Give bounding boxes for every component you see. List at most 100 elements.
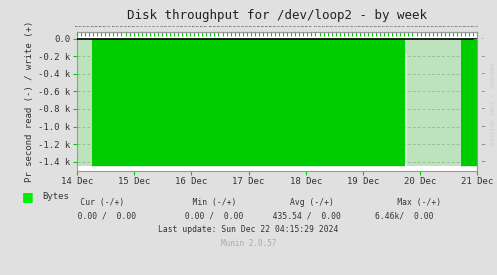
Bar [380, 39, 381, 166]
Bar [303, 39, 304, 166]
Bar [191, 39, 192, 166]
Bar [342, 39, 343, 166]
Bar [248, 39, 249, 166]
Bar [382, 39, 383, 166]
Bar [337, 39, 338, 166]
Bar [294, 39, 295, 166]
Bar [315, 39, 316, 166]
Bar [475, 39, 476, 166]
Bar [436, 39, 437, 166]
Bar [244, 39, 245, 166]
Bar [81, 39, 82, 166]
Bar [226, 39, 227, 166]
Bar [343, 39, 344, 166]
Bar [258, 39, 259, 166]
Bar [340, 39, 341, 166]
Y-axis label: Pr second read (-) / write (+): Pr second read (-) / write (+) [25, 20, 34, 182]
Bar [247, 39, 248, 166]
Bar [366, 39, 367, 166]
Bar [187, 39, 188, 166]
Bar [121, 39, 122, 166]
Bar [140, 39, 141, 166]
Bar [192, 39, 193, 166]
Bar [350, 39, 351, 166]
Bar [173, 39, 174, 166]
Bar [470, 39, 471, 166]
Bar [321, 39, 322, 166]
Bar [431, 39, 432, 166]
Bar [338, 39, 339, 166]
Bar [423, 39, 424, 166]
Bar [231, 39, 232, 166]
Bar [462, 39, 463, 166]
Bar [122, 39, 123, 166]
Bar [86, 39, 87, 166]
Bar [243, 39, 244, 166]
Bar [227, 39, 228, 166]
Bar [271, 39, 272, 166]
Bar [428, 39, 429, 166]
Bar [143, 39, 144, 166]
Bar [211, 39, 212, 166]
Bar [291, 39, 292, 166]
Bar [347, 39, 348, 166]
Bar [313, 39, 314, 166]
Bar [177, 39, 178, 166]
Bar [236, 39, 237, 166]
Bar [324, 39, 325, 166]
Bar [365, 39, 366, 166]
Bar [162, 39, 163, 166]
Bar [401, 39, 402, 166]
Bar [367, 39, 368, 166]
Bar [147, 39, 148, 166]
Bar [188, 39, 189, 166]
Bar [195, 39, 196, 166]
Bar [185, 39, 186, 166]
Bar [415, 39, 416, 166]
Bar [332, 39, 333, 166]
Bar [288, 39, 289, 166]
Bar [413, 39, 414, 166]
Bar [474, 39, 475, 166]
Bar [237, 39, 238, 166]
Bar [379, 39, 380, 166]
Bar [458, 39, 459, 166]
Bar [417, 39, 418, 166]
Bar [304, 39, 305, 166]
Bar [432, 39, 433, 166]
Bar [267, 39, 268, 166]
Text: Cur (-/+)              Min (-/+)           Avg (-/+)             Max (-/+): Cur (-/+) Min (-/+) Avg (-/+) Max (-/+) [56, 198, 441, 207]
Bar [128, 39, 129, 166]
Bar [296, 39, 297, 166]
Bar [264, 39, 265, 166]
Bar [371, 39, 372, 166]
Text: Last update: Sun Dec 22 04:15:29 2024: Last update: Sun Dec 22 04:15:29 2024 [159, 226, 338, 234]
Bar [257, 39, 258, 166]
Bar [414, 39, 415, 166]
Bar [422, 39, 423, 166]
Bar [374, 39, 375, 166]
Bar [317, 39, 318, 166]
Bar [223, 39, 224, 166]
Bar [200, 39, 201, 166]
Bar [306, 39, 307, 166]
Bar [225, 39, 226, 166]
Bar [459, 39, 460, 166]
Bar [358, 39, 359, 166]
Bar [161, 39, 162, 166]
Bar [80, 39, 81, 166]
Bar [154, 39, 155, 166]
Bar [286, 39, 287, 166]
Bar [322, 39, 323, 166]
Bar [131, 39, 132, 166]
Bar [142, 39, 143, 166]
Bar [372, 39, 373, 166]
Bar [256, 39, 257, 166]
Bar [178, 39, 179, 166]
Bar [377, 39, 378, 166]
Bar [309, 39, 310, 166]
Bar [89, 39, 90, 166]
Bar [438, 39, 439, 166]
Bar [212, 39, 213, 166]
Bar [124, 39, 125, 166]
